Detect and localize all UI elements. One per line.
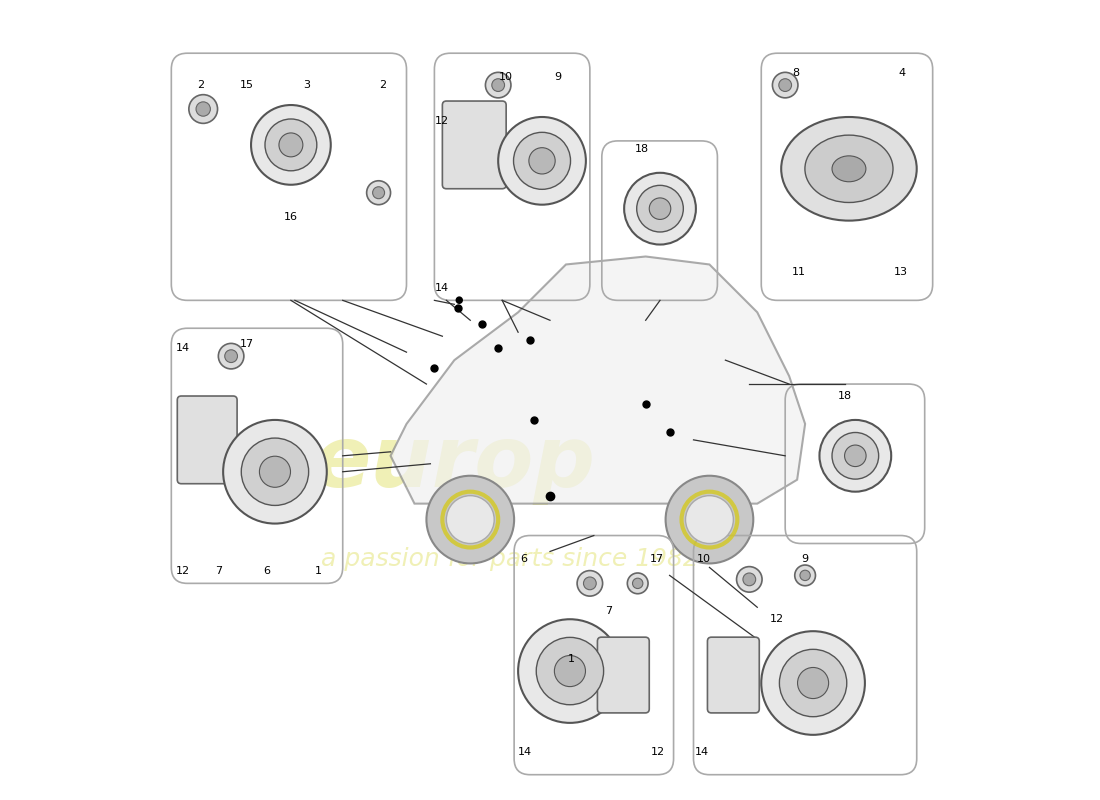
Text: 12: 12 <box>650 747 664 758</box>
Circle shape <box>219 343 244 369</box>
Text: 12: 12 <box>770 614 784 624</box>
Text: 16: 16 <box>284 212 298 222</box>
Circle shape <box>800 570 811 581</box>
Circle shape <box>649 198 671 219</box>
Circle shape <box>514 132 571 190</box>
Text: 14: 14 <box>176 343 190 353</box>
Circle shape <box>554 655 585 686</box>
Circle shape <box>241 438 309 506</box>
Circle shape <box>447 496 494 543</box>
Text: 17: 17 <box>650 554 664 565</box>
Text: europ: europ <box>312 422 596 506</box>
Text: 11: 11 <box>792 267 805 278</box>
Text: 18: 18 <box>838 391 853 401</box>
Circle shape <box>366 181 390 205</box>
Circle shape <box>637 186 683 232</box>
Text: ●: ● <box>454 295 463 306</box>
Circle shape <box>224 350 238 362</box>
Circle shape <box>685 496 734 543</box>
Circle shape <box>485 72 510 98</box>
Circle shape <box>265 119 317 170</box>
Text: 3: 3 <box>304 80 310 90</box>
Circle shape <box>279 133 302 157</box>
Text: 17: 17 <box>240 339 254 349</box>
Circle shape <box>780 650 847 717</box>
Text: 9: 9 <box>802 554 808 565</box>
Circle shape <box>798 667 828 698</box>
Circle shape <box>578 570 603 596</box>
Text: 6: 6 <box>264 566 271 577</box>
Circle shape <box>761 631 865 735</box>
Text: 1: 1 <box>316 566 322 577</box>
Text: 4: 4 <box>899 68 906 78</box>
Text: a passion for parts since 1982: a passion for parts since 1982 <box>321 547 698 571</box>
Text: 8: 8 <box>792 68 799 78</box>
Text: 2: 2 <box>197 80 205 90</box>
Circle shape <box>666 476 754 563</box>
Circle shape <box>794 565 815 586</box>
Circle shape <box>498 117 586 205</box>
Text: 6: 6 <box>520 554 527 565</box>
Ellipse shape <box>781 117 916 221</box>
Circle shape <box>536 638 604 705</box>
Circle shape <box>779 78 792 91</box>
Text: 10: 10 <box>697 554 711 565</box>
Text: 18: 18 <box>635 144 649 154</box>
Text: 15: 15 <box>240 80 254 90</box>
Circle shape <box>845 445 866 466</box>
Circle shape <box>251 105 331 185</box>
Text: 12: 12 <box>176 566 190 577</box>
Text: 14: 14 <box>517 747 531 758</box>
Circle shape <box>196 102 210 116</box>
FancyBboxPatch shape <box>177 396 238 484</box>
Text: 2: 2 <box>379 80 386 90</box>
Circle shape <box>583 577 596 590</box>
Circle shape <box>529 148 556 174</box>
Text: 13: 13 <box>894 267 908 278</box>
Ellipse shape <box>832 156 866 182</box>
Circle shape <box>492 78 505 91</box>
Circle shape <box>820 420 891 492</box>
FancyBboxPatch shape <box>597 637 649 713</box>
Text: 14: 14 <box>694 747 708 758</box>
Ellipse shape <box>805 135 893 202</box>
Circle shape <box>518 619 622 723</box>
Circle shape <box>373 186 385 198</box>
Circle shape <box>627 573 648 594</box>
Text: 12: 12 <box>436 116 450 126</box>
Circle shape <box>742 573 756 586</box>
Circle shape <box>223 420 327 523</box>
Circle shape <box>632 578 642 589</box>
Circle shape <box>624 173 696 245</box>
Circle shape <box>427 476 514 563</box>
Text: 7: 7 <box>216 566 222 577</box>
Text: 10: 10 <box>499 72 514 82</box>
Text: 7: 7 <box>605 606 613 616</box>
Circle shape <box>737 566 762 592</box>
Text: 9: 9 <box>554 72 561 82</box>
Circle shape <box>772 72 798 98</box>
Text: 1: 1 <box>568 654 575 664</box>
PathPatch shape <box>390 257 805 504</box>
Text: 14: 14 <box>436 283 450 294</box>
Circle shape <box>260 456 290 487</box>
FancyBboxPatch shape <box>707 637 759 713</box>
FancyBboxPatch shape <box>442 101 506 189</box>
Circle shape <box>189 94 218 123</box>
Circle shape <box>832 433 879 479</box>
